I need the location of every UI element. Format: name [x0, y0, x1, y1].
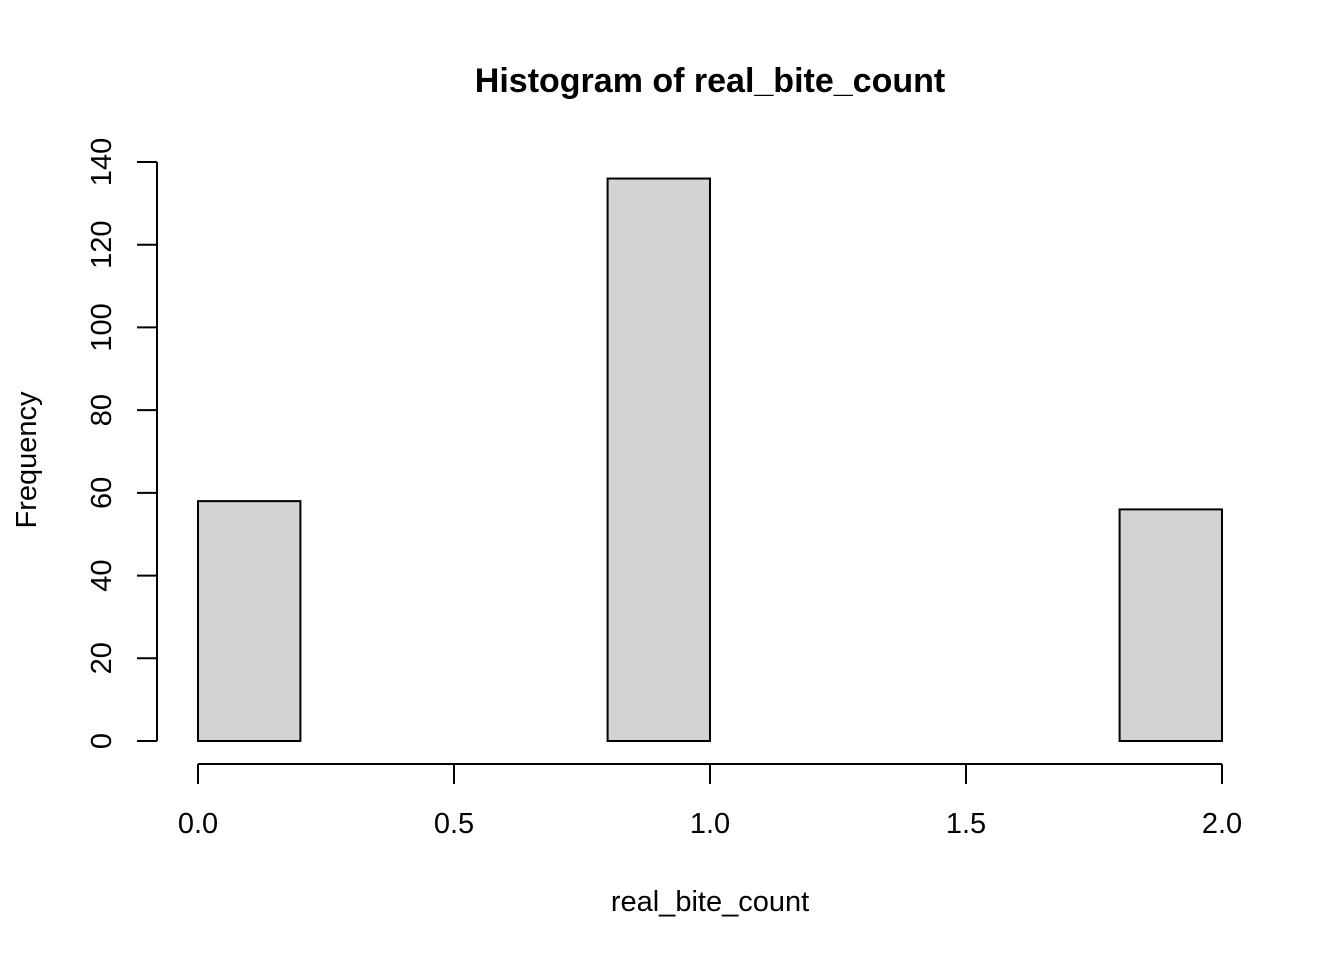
y-tick-label-7: 140 [86, 138, 118, 186]
x-tick-label-2: 1.0 [690, 808, 730, 840]
y-tick-label-5: 100 [86, 303, 118, 351]
y-tick-label-1: 20 [86, 642, 118, 674]
y-tick-label-2: 40 [86, 559, 118, 591]
x-axis: 0.0 0.5 1.0 1.5 2.0 [178, 763, 1242, 840]
chart-title: Histogram of real_bite_count [475, 62, 945, 100]
bars-group [197, 177, 1223, 743]
histogram-bar-9 [1118, 508, 1223, 742]
y-axis-label: Frequency [11, 391, 43, 529]
y-tick-label-0: 0 [86, 733, 118, 749]
y-tick-label-3: 60 [86, 477, 118, 509]
histogram-bar-0 [197, 500, 302, 742]
histogram-bar-4 [606, 177, 711, 743]
x-tick-label-4: 2.0 [1202, 808, 1242, 840]
x-axis-label: real_bite_count [611, 886, 809, 918]
y-tick-label-4: 80 [86, 394, 118, 426]
x-tick-label-3: 1.5 [946, 808, 986, 840]
x-tick-label-1: 0.5 [434, 808, 474, 840]
y-axis: 0 20 40 60 80 100 120 140 [86, 138, 158, 749]
y-tick-label-6: 120 [86, 221, 118, 269]
x-tick-label-0: 0.0 [178, 808, 218, 840]
